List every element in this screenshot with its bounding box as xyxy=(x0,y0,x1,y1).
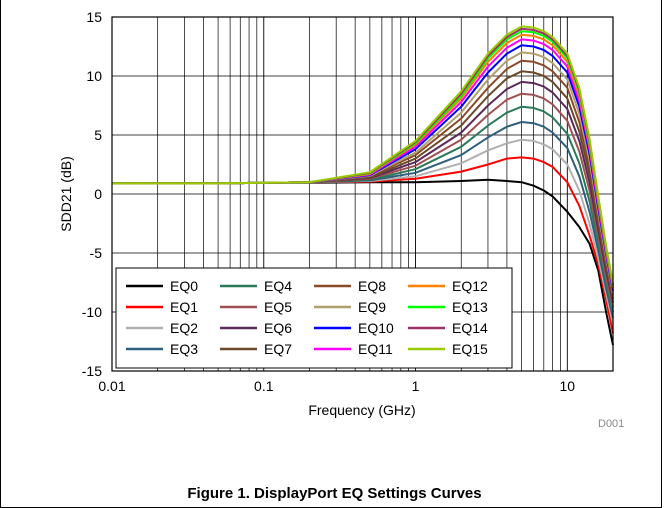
y-axis-label: SDD21 (dB) xyxy=(58,156,74,231)
legend: EQ0 EQ1 EQ2 EQ3 EQ4 EQ5 EQ6 EQ7 EQ8 EQ9 EQ10 EQ11 EQ… xyxy=(115,267,513,369)
legend-label: EQ9 xyxy=(358,299,386,315)
plot-frame xyxy=(111,16,614,372)
legend-label: EQ7 xyxy=(264,341,292,357)
series-line-eq15 xyxy=(112,25,614,284)
y-tick-label: 15 xyxy=(86,9,102,25)
legend-label: EQ15 xyxy=(452,341,488,357)
legend-label: EQ14 xyxy=(452,320,488,336)
legend-label: EQ6 xyxy=(264,320,292,336)
x-tick-label: 0.1 xyxy=(254,378,274,394)
legend-label: EQ2 xyxy=(170,320,198,336)
legend-label: EQ0 xyxy=(170,278,198,294)
tick-labels: 0.01 0.1 1 10 -15 -10 -5 0 5 10 15 xyxy=(82,9,576,394)
legend-label: EQ4 xyxy=(264,278,292,294)
legend-label: EQ1 xyxy=(170,299,198,315)
x-axis-label: Frequency (GHz) xyxy=(308,402,415,418)
x-tick-label: 10 xyxy=(560,378,576,394)
y-tick-label: -10 xyxy=(82,304,102,320)
legend-label: EQ3 xyxy=(170,341,198,357)
y-tick-label: 10 xyxy=(86,68,102,84)
legend-label: EQ8 xyxy=(358,278,386,294)
y-tick-label: -15 xyxy=(82,363,102,379)
figure-reference: D001 xyxy=(598,418,625,430)
figure-frame-right xyxy=(661,0,662,508)
y-tick-label: 0 xyxy=(94,186,102,202)
y-tick-label: -5 xyxy=(90,245,103,261)
figure-frame-left xyxy=(0,0,1,508)
legend-label: EQ10 xyxy=(358,320,394,336)
legend-label: EQ13 xyxy=(452,299,488,315)
x-tick-label: 0.01 xyxy=(98,378,125,394)
x-tick-label: 1 xyxy=(412,378,420,394)
legend-box xyxy=(115,267,513,369)
series-lines xyxy=(112,25,614,346)
legend-label: EQ12 xyxy=(452,278,488,294)
legend-label: EQ5 xyxy=(264,299,292,315)
legend-label: EQ11 xyxy=(358,341,393,357)
figure-caption: Figure 1. DisplayPort EQ Settings Curves xyxy=(187,485,482,502)
y-tick-label: 5 xyxy=(94,127,102,143)
